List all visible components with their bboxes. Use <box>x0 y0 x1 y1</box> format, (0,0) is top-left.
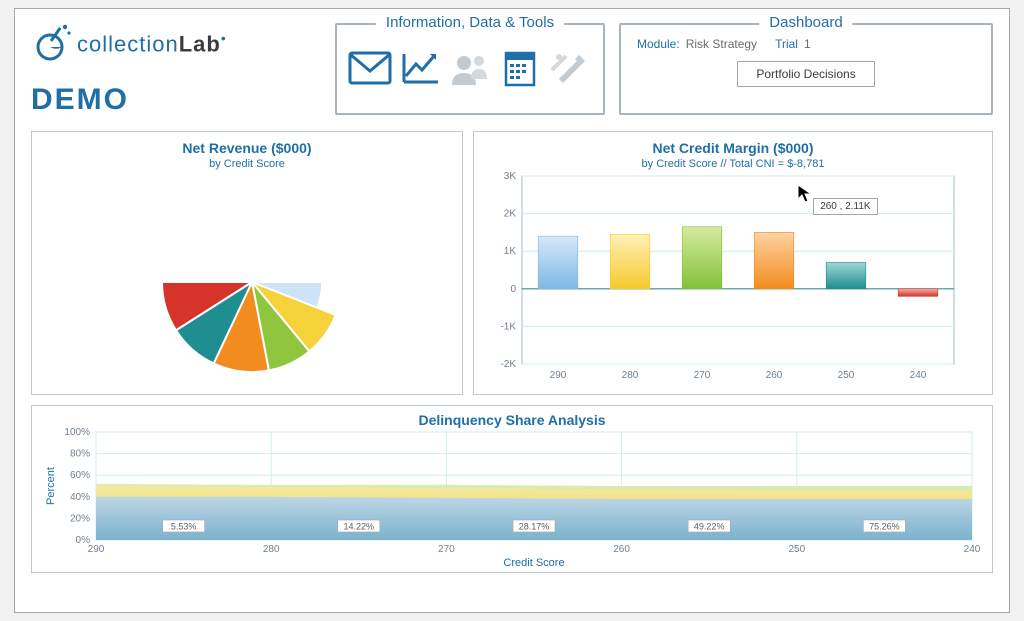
svg-text:40%: 40% <box>70 492 90 503</box>
svg-text:270: 270 <box>694 370 711 381</box>
delinquency-panel: Delinquency Share Analysis 0%20%40%60%80… <box>31 405 993 573</box>
brand-column: collectionLab• DEMO <box>31 23 321 117</box>
delinquency-title: Delinquency Share Analysis <box>42 412 982 428</box>
svg-text:14.22%: 14.22% <box>344 522 375 532</box>
dashboard-legend: Dashboard <box>759 14 852 31</box>
dashboard-panel: Dashboard Module: Risk Strategy Trial 1 … <box>619 23 993 115</box>
svg-text:290: 290 <box>550 370 567 381</box>
svg-text:100%: 100% <box>64 428 90 438</box>
svg-text:290: 290 <box>88 544 105 555</box>
bar[interactable] <box>754 232 794 288</box>
net-margin-subtitle: by Credit Score // Total CNI = $-8,781 <box>484 158 982 170</box>
svg-text:0: 0 <box>510 284 516 295</box>
people-icon[interactable] <box>448 48 492 88</box>
delinquency-chart: 0%20%40%60%80%100%290280270260250240Perc… <box>42 428 982 568</box>
svg-text:2K: 2K <box>504 209 517 220</box>
svg-text:1K: 1K <box>504 246 517 257</box>
header-row: collectionLab• DEMO Information, Data & … <box>31 23 993 117</box>
brand-part2: Lab <box>179 32 221 57</box>
bar[interactable] <box>610 234 650 289</box>
svg-text:5.53%: 5.53% <box>171 522 197 532</box>
svg-text:3K: 3K <box>504 171 517 182</box>
svg-text:Credit Score: Credit Score <box>503 557 564 568</box>
net-revenue-chart <box>42 170 452 380</box>
svg-text:240: 240 <box>910 370 927 381</box>
net-margin-panel: Net Credit Margin ($000) by Credit Score… <box>473 131 993 395</box>
page-frame: collectionLab• DEMO Information, Data & … <box>14 8 1010 613</box>
brand-part1: collection <box>77 32 179 57</box>
bar[interactable] <box>898 289 938 297</box>
net-margin-chart: -2K -1K 0 1K 2K 3K 290 280 270 260 250 240 <box>484 170 964 386</box>
logo: collectionLab• <box>31 23 321 65</box>
svg-text:250: 250 <box>788 544 805 555</box>
svg-text:-2K: -2K <box>500 359 516 370</box>
svg-text:-1K: -1K <box>500 321 516 332</box>
net-revenue-subtitle: by Credit Score <box>42 158 452 170</box>
net-revenue-title: Net Revenue ($000) <box>42 140 452 156</box>
svg-text:75.26%: 75.26% <box>869 522 900 532</box>
trial-value: 1 <box>804 37 811 51</box>
svg-text:Percent: Percent <box>45 467 57 505</box>
trial-label: Trial <box>775 37 798 51</box>
svg-text:280: 280 <box>263 544 280 555</box>
mail-icon[interactable] <box>348 48 392 88</box>
svg-text:280: 280 <box>622 370 639 381</box>
svg-text:240: 240 <box>964 544 981 555</box>
svg-text:270: 270 <box>438 544 455 555</box>
info-tools-legend: Information, Data & Tools <box>376 14 564 31</box>
flask-icon <box>31 23 73 65</box>
svg-text:60%: 60% <box>70 470 90 481</box>
portfolio-decisions-button[interactable]: Portfolio Decisions <box>737 61 874 87</box>
module-label: Module: <box>637 37 680 51</box>
bar[interactable] <box>826 262 866 288</box>
chart-line-icon[interactable] <box>398 48 442 88</box>
svg-text:80%: 80% <box>70 449 90 460</box>
bar[interactable] <box>538 236 578 289</box>
chart-tooltip: 260 , 2.11K <box>813 198 877 215</box>
svg-text:250: 250 <box>838 370 855 381</box>
brand-text: collectionLab• <box>77 30 227 57</box>
module-value: Risk Strategy <box>686 37 757 51</box>
tools-icons-row <box>347 33 593 103</box>
dashboard-module-line: Module: Risk Strategy Trial 1 <box>637 37 981 51</box>
svg-text:49.22%: 49.22% <box>694 522 725 532</box>
calendar-icon[interactable] <box>498 48 542 88</box>
bar[interactable] <box>682 227 722 289</box>
svg-text:260: 260 <box>613 544 630 555</box>
tools-icon[interactable] <box>548 48 592 88</box>
svg-text:28.17%: 28.17% <box>519 522 550 532</box>
net-margin-title: Net Credit Margin ($000) <box>484 140 982 156</box>
brand-dot: • <box>221 30 227 46</box>
charts-row: Net Revenue ($000) by Credit Score Net C… <box>31 131 993 395</box>
demo-label: DEMO <box>31 83 321 117</box>
info-tools-panel: Information, Data & Tools <box>335 23 605 115</box>
svg-text:20%: 20% <box>70 513 90 524</box>
svg-text:260: 260 <box>766 370 783 381</box>
net-revenue-panel: Net Revenue ($000) by Credit Score <box>31 131 463 395</box>
area-band <box>96 497 972 540</box>
